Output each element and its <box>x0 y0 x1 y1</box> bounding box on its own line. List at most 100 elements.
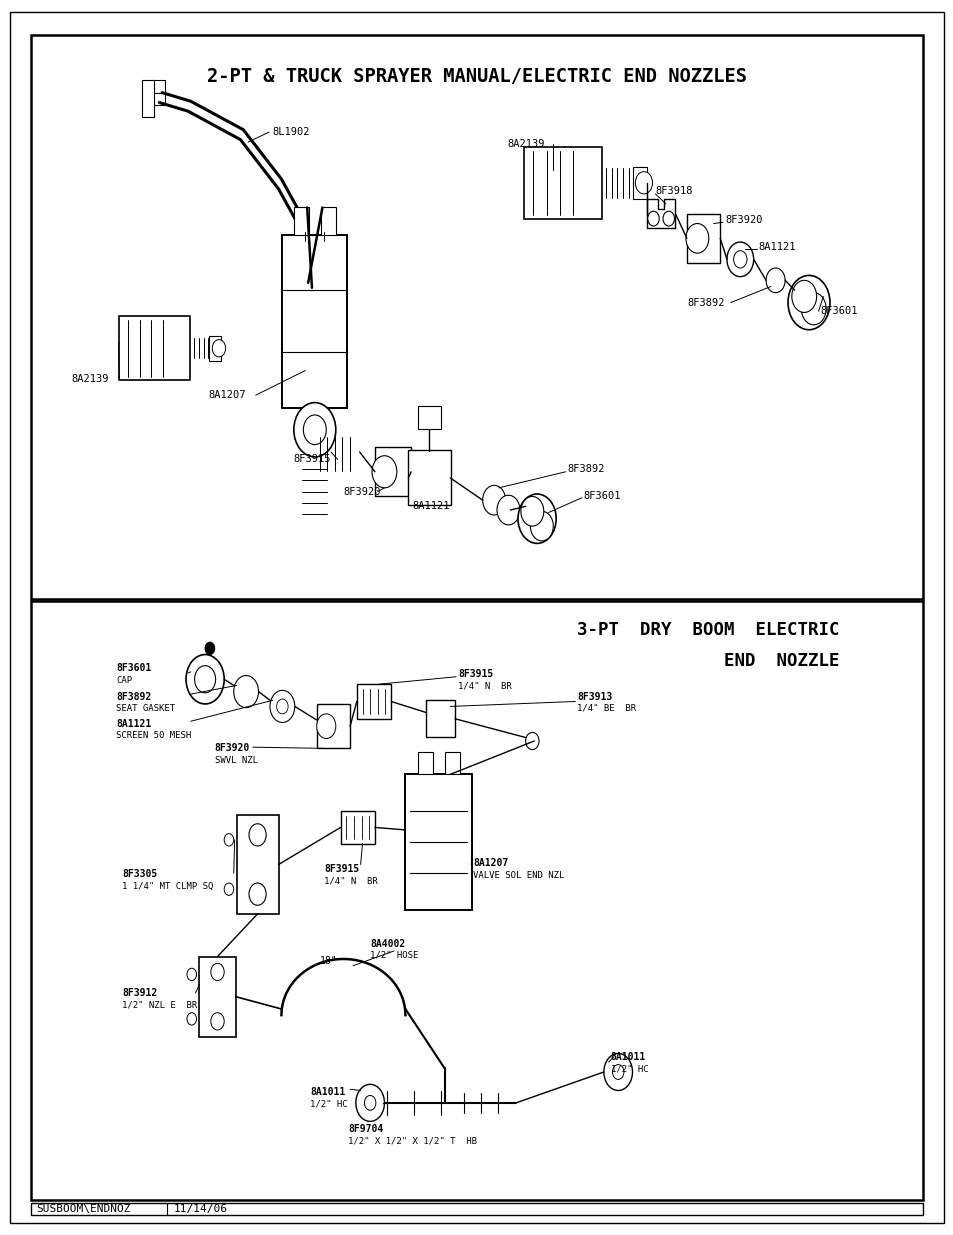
Text: 8F3601: 8F3601 <box>820 306 857 316</box>
Circle shape <box>733 251 746 268</box>
Text: SEAT GASKET: SEAT GASKET <box>116 704 175 713</box>
Circle shape <box>530 511 553 541</box>
Circle shape <box>233 676 258 708</box>
Text: 8F3601: 8F3601 <box>116 663 152 673</box>
Text: SUSBOOM\ENDNOZ: SUSBOOM\ENDNOZ <box>36 1204 131 1214</box>
Bar <box>632 167 646 199</box>
Bar <box>356 684 391 719</box>
Circle shape <box>187 968 196 981</box>
Text: 8A1011: 8A1011 <box>310 1087 345 1097</box>
Circle shape <box>364 1095 375 1110</box>
Text: 8F3892: 8F3892 <box>567 464 604 474</box>
Circle shape <box>194 666 215 693</box>
Circle shape <box>765 268 784 293</box>
Circle shape <box>791 280 816 312</box>
Circle shape <box>224 883 233 895</box>
Text: 8A4002: 8A4002 <box>370 939 405 948</box>
Circle shape <box>517 494 556 543</box>
Text: SWVL NZL: SWVL NZL <box>214 756 257 764</box>
Text: 8A1121: 8A1121 <box>412 501 449 511</box>
Text: 1/2" HC: 1/2" HC <box>310 1099 347 1108</box>
Bar <box>417 406 440 429</box>
Text: 8F3892: 8F3892 <box>686 298 723 308</box>
Circle shape <box>212 340 225 357</box>
Text: 1/2" X 1/2" X 1/2" T  HB: 1/2" X 1/2" X 1/2" T HB <box>348 1136 476 1145</box>
Bar <box>150 80 165 93</box>
Circle shape <box>482 485 505 515</box>
Text: END  NOZZLE: END NOZZLE <box>723 652 839 671</box>
Bar <box>686 214 720 263</box>
Text: 1 1/4" MT CLMP SQ: 1 1/4" MT CLMP SQ <box>122 882 213 890</box>
Circle shape <box>211 963 224 981</box>
Circle shape <box>249 824 266 846</box>
Circle shape <box>224 834 233 846</box>
Circle shape <box>249 883 266 905</box>
Bar <box>236 815 278 914</box>
Bar <box>30 1203 923 1215</box>
Circle shape <box>205 642 214 655</box>
Text: VALVE SOL END NZL: VALVE SOL END NZL <box>473 871 564 879</box>
Bar <box>426 700 455 737</box>
Bar <box>150 93 165 105</box>
Text: 8F3913: 8F3913 <box>577 692 612 701</box>
Circle shape <box>355 1084 384 1121</box>
Circle shape <box>187 1013 196 1025</box>
Text: 8A2139: 8A2139 <box>71 374 109 384</box>
Text: 8F3918: 8F3918 <box>655 186 692 196</box>
Circle shape <box>211 1013 224 1030</box>
Text: 1/2" NZL E  BR: 1/2" NZL E BR <box>122 1000 197 1009</box>
Bar <box>320 207 335 235</box>
Text: 8F3915: 8F3915 <box>294 454 331 464</box>
Circle shape <box>186 655 224 704</box>
Text: 1/2" HOSE: 1/2" HOSE <box>370 951 418 960</box>
Text: 3-PT  DRY  BOOM  ELECTRIC: 3-PT DRY BOOM ELECTRIC <box>577 621 839 640</box>
Circle shape <box>635 172 652 194</box>
Circle shape <box>520 496 543 526</box>
Text: 8F3305: 8F3305 <box>122 869 157 879</box>
Text: 8F3915: 8F3915 <box>324 864 359 874</box>
Text: 1/2" HC: 1/2" HC <box>610 1065 647 1073</box>
Bar <box>30 601 923 1200</box>
Text: 8F3892: 8F3892 <box>116 692 152 701</box>
Circle shape <box>603 1053 632 1091</box>
Text: 8A1011: 8A1011 <box>610 1052 645 1062</box>
Circle shape <box>787 275 829 330</box>
Text: 8L1902: 8L1902 <box>272 127 309 137</box>
Text: 1/4" N  BR: 1/4" N BR <box>324 877 377 885</box>
Text: SCREEN 50 MESH: SCREEN 50 MESH <box>116 731 192 740</box>
Bar <box>417 752 433 774</box>
Circle shape <box>662 211 674 226</box>
Text: 1/4" N  BR: 1/4" N BR <box>457 682 511 690</box>
Text: 8A1121: 8A1121 <box>116 719 152 729</box>
Bar <box>199 956 235 1037</box>
Circle shape <box>303 415 326 445</box>
Bar <box>340 811 375 844</box>
Text: 8F3601: 8F3601 <box>583 492 620 501</box>
Circle shape <box>801 293 825 325</box>
Text: 1/4" BE  BR: 1/4" BE BR <box>577 704 636 713</box>
Text: 8F3920: 8F3920 <box>343 487 380 496</box>
Circle shape <box>372 456 396 488</box>
Circle shape <box>647 211 659 226</box>
Text: 8A2139: 8A2139 <box>507 140 544 149</box>
Circle shape <box>276 699 288 714</box>
Circle shape <box>270 690 294 722</box>
Text: 2-PT & TRUCK SPRAYER MANUAL/ELECTRIC END NOZZLES: 2-PT & TRUCK SPRAYER MANUAL/ELECTRIC END… <box>207 67 746 86</box>
Text: 8A1121: 8A1121 <box>758 242 795 252</box>
Text: CAP: CAP <box>116 676 132 684</box>
Bar <box>375 447 411 496</box>
Bar <box>523 147 601 219</box>
Bar <box>282 235 347 408</box>
Text: 8F3915: 8F3915 <box>457 669 493 679</box>
Text: 11/14/06: 11/14/06 <box>173 1204 228 1214</box>
Text: 18": 18" <box>319 956 336 966</box>
Text: 8F3912: 8F3912 <box>122 988 157 998</box>
Circle shape <box>294 403 335 457</box>
Text: 8A1207: 8A1207 <box>473 858 508 868</box>
Circle shape <box>525 732 538 750</box>
Bar <box>209 336 220 361</box>
Bar <box>408 450 451 505</box>
Bar <box>142 80 153 117</box>
Circle shape <box>497 495 519 525</box>
Bar <box>316 704 350 748</box>
